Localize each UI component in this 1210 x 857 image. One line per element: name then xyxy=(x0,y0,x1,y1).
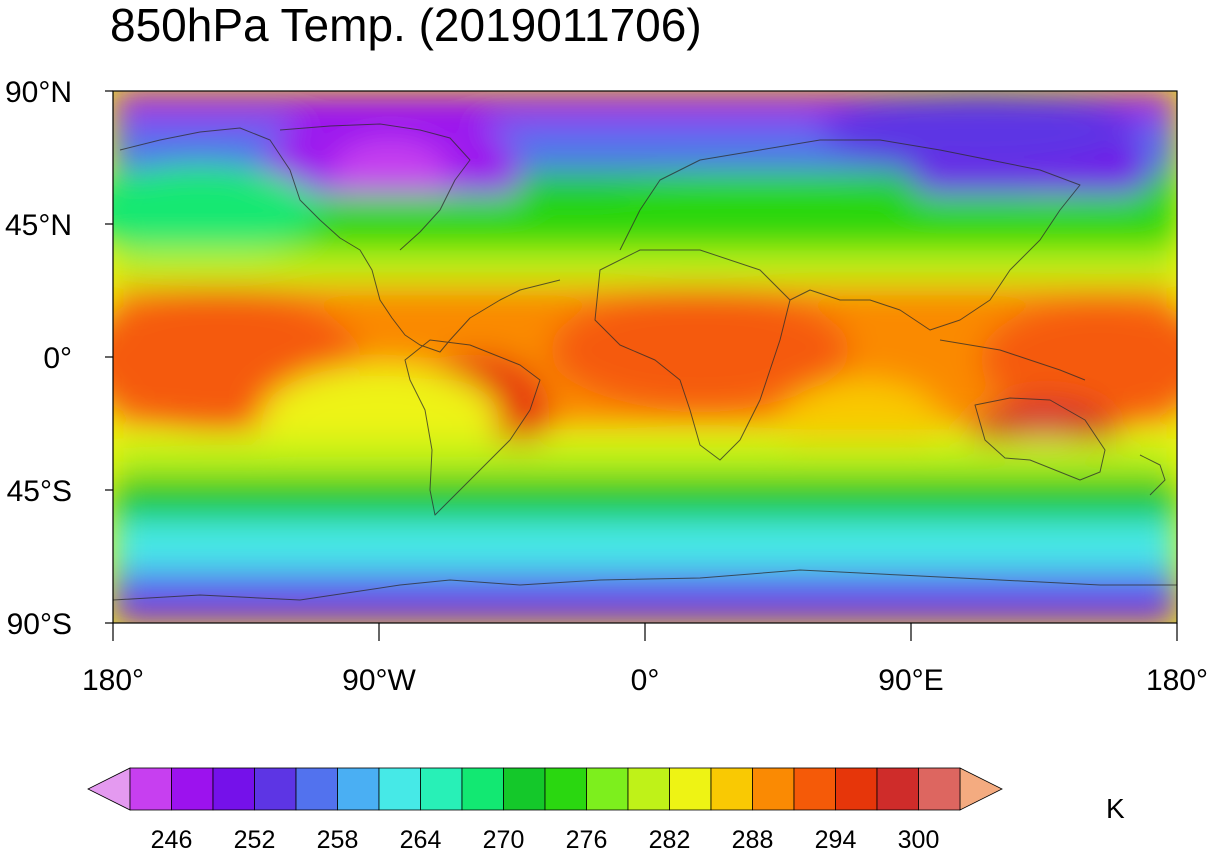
colorbar-swatch xyxy=(627,767,670,811)
colorbar-swatch xyxy=(835,767,878,811)
lon-tick-label: 90°E xyxy=(878,664,943,697)
coastline-australia xyxy=(974,397,1106,481)
field-region xyxy=(113,520,1177,575)
coastline-north-america xyxy=(119,127,561,353)
colorbar-swatch xyxy=(171,767,214,811)
lon-tick-label: 0° xyxy=(631,664,660,697)
field-region xyxy=(330,140,450,210)
coastline-indonesia xyxy=(939,339,1086,381)
colorbar-tick-label: 294 xyxy=(815,826,857,852)
colorbar-swatch xyxy=(586,767,629,811)
field-region xyxy=(113,440,1177,480)
colorbar-tick-label: 300 xyxy=(898,826,940,852)
lat-tick-label: 45°N xyxy=(5,209,72,242)
field-region xyxy=(113,250,1177,290)
colorbar-tick-label: 288 xyxy=(732,826,774,852)
field-region xyxy=(820,91,1140,170)
colorbar-high-arrow xyxy=(959,767,1003,811)
field-region xyxy=(113,475,1177,525)
colorbar-tick-label: 246 xyxy=(151,826,193,852)
coastline-new-zealand xyxy=(1139,454,1166,496)
field-blobs xyxy=(113,91,1177,623)
field-region xyxy=(580,175,940,265)
coastline-antarctica xyxy=(113,569,1177,601)
colorbar-swatch xyxy=(710,767,753,811)
coastline-africa xyxy=(594,249,791,461)
coastline-canada xyxy=(279,123,471,251)
colorbar-swatch xyxy=(876,767,919,811)
longitude-axis: 180° 90°W 0° 90°E 180° xyxy=(82,623,1208,697)
colorbar-tick-label: 252 xyxy=(234,826,276,852)
colorbar-tick-label: 276 xyxy=(566,826,608,852)
lat-tick-label: 0° xyxy=(43,342,72,375)
lon-tick-label: 180° xyxy=(1146,664,1208,697)
temperature-field xyxy=(113,91,1177,623)
colorbar-swatch xyxy=(461,767,504,811)
colorbar-units: K xyxy=(1106,793,1125,824)
lon-tick-label: 180° xyxy=(82,664,144,697)
colorbar-swatch xyxy=(378,767,421,811)
colorbar: 246 252 258 264 270 276 282 288 294 300 xyxy=(87,767,1003,854)
colorbar-swatch xyxy=(669,767,712,811)
field-region xyxy=(113,165,320,255)
map-title: 850hPa Temp. (2019011706) xyxy=(110,0,702,51)
coastline-south-america xyxy=(404,339,541,516)
field-region xyxy=(113,595,1177,623)
lat-tick-label: 90°N xyxy=(5,76,72,109)
colorbar-swatch xyxy=(752,767,795,811)
colorbar-swatch xyxy=(337,767,380,811)
colorbar-swatch xyxy=(544,767,587,811)
colorbar-tick-label: 282 xyxy=(649,826,691,852)
colorbar-swatch xyxy=(918,767,961,811)
colorbar-swatch xyxy=(129,767,172,811)
lat-tick-label: 90°S xyxy=(7,608,72,641)
lon-tick-label: 90°W xyxy=(342,664,416,697)
colorbar-swatch xyxy=(254,767,297,811)
colorbar-tick-label: 258 xyxy=(317,826,359,852)
lat-tick-label: 45°S xyxy=(7,475,72,508)
colorbar-tick-label: 264 xyxy=(400,826,442,852)
field-region xyxy=(550,290,850,410)
colorbar-swatch xyxy=(793,767,836,811)
colorbar-swatch xyxy=(295,767,338,811)
field-region xyxy=(980,300,1177,420)
colorbar-swatch xyxy=(212,767,255,811)
coastlines xyxy=(113,123,1177,601)
colorbar-low-arrow xyxy=(87,767,131,811)
latitude-axis: 90°N 45°N 0° 45°S 90°S xyxy=(5,76,113,641)
coastline-eurasia xyxy=(619,139,1081,331)
colorbar-tick-label: 270 xyxy=(483,826,525,852)
colorbar-swatch xyxy=(503,767,546,811)
colorbar-swatch xyxy=(420,767,463,811)
